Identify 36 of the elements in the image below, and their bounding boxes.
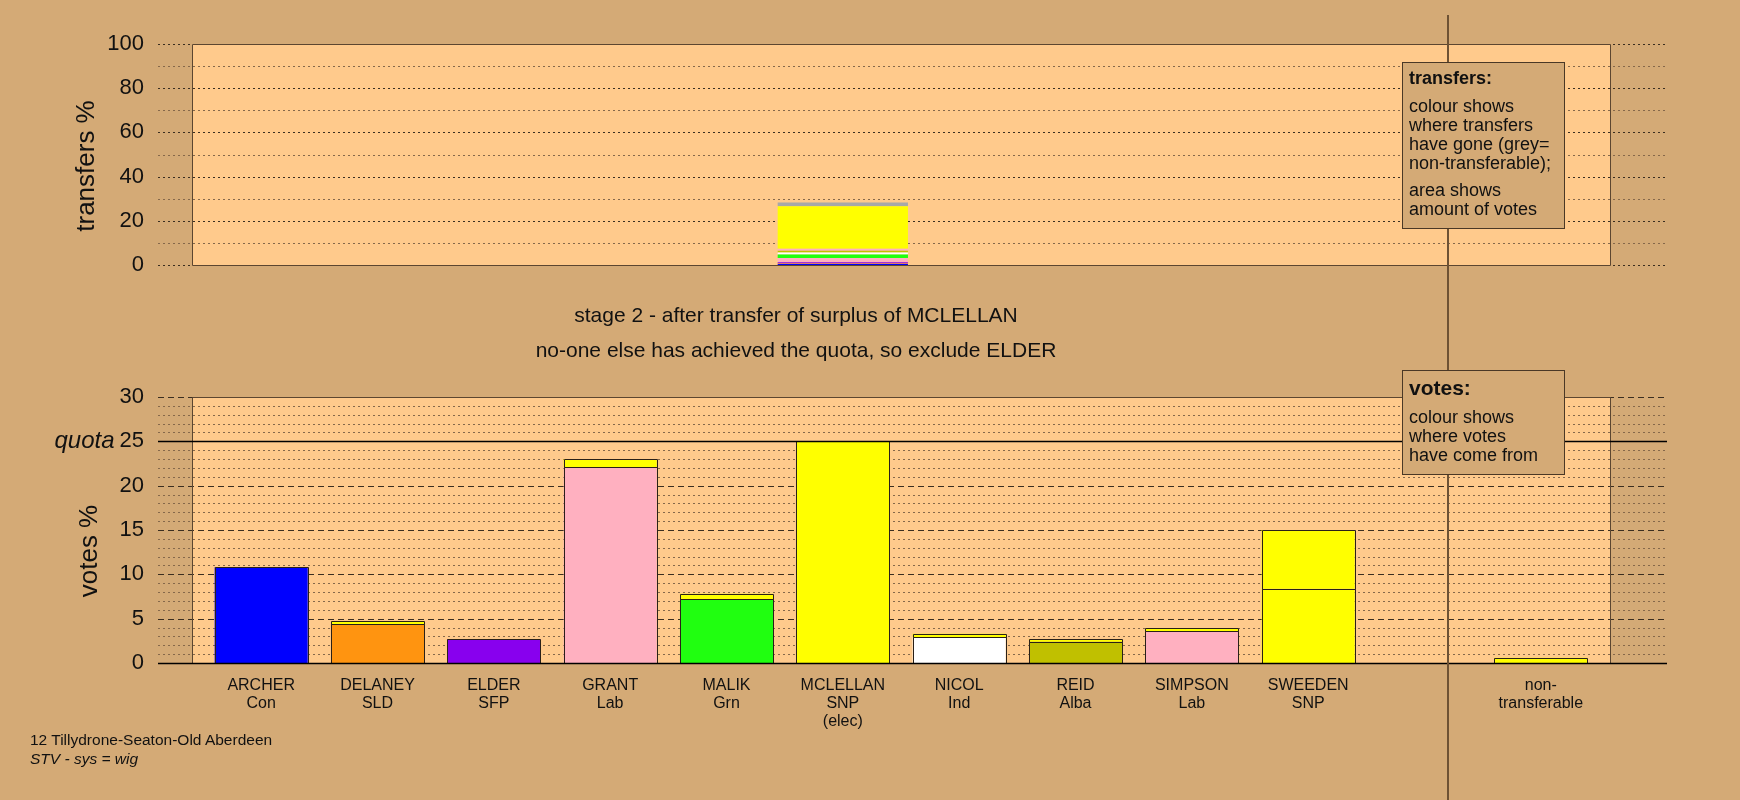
ref-line-label: quota (54, 426, 115, 454)
x-tick-label: REID Alba (1056, 676, 1095, 712)
x-tick-label: SWEEDEN SNP (1267, 676, 1349, 712)
x-tick-label: MCLELLAN SNP (elec) (800, 676, 886, 730)
x-tick-label: DELANEY SLD (340, 676, 416, 712)
annotation: transfers: (1409, 68, 1494, 89)
x-tick-label: ELDER SFP (467, 676, 521, 712)
text: 12 Tillydrone-Seaton-Old Aberdeen (30, 731, 273, 749)
x-tick-label: non- transferable (1498, 676, 1584, 712)
chart-title: stage 2 - after transfer of surplus of MCLELLAN (573, 303, 1019, 327)
annotation: votes: (1409, 376, 1472, 400)
y-tick-label: 20 (119, 471, 144, 497)
y-tick-label: 60 (119, 118, 144, 144)
y-tick-label: 5 (131, 604, 144, 630)
text: STV - sys = wig (30, 750, 139, 768)
x-tick-label: GRANT Lab (582, 676, 639, 712)
y-tick-label: 30 (119, 383, 144, 409)
y-tick-label: 25 (119, 427, 144, 453)
y-tick-label: 0 (131, 251, 144, 277)
x-tick-label: ARCHER Con (227, 676, 295, 712)
x-tick-label: SIMPSON Lab (1154, 676, 1229, 712)
y-tick-label: 80 (119, 74, 144, 100)
y-tick-label: 20 (119, 206, 144, 232)
y-axis-title: transfers % (69, 100, 101, 232)
y-tick-label: 0 (131, 649, 144, 675)
x-tick-label: NICOL Ind (934, 676, 984, 712)
chart-subtitle: no-one else has achieved the quota, so exclude ELDER (534, 338, 1058, 362)
y-tick-label: 40 (119, 162, 144, 188)
annotation: colour shows where transfers have gone (grey= non-transferable); (1409, 96, 1553, 173)
annotation: area shows amount of votes (1409, 180, 1539, 219)
y-axis-title: votes % (72, 504, 104, 598)
x-tick-label: MALIK Grn (702, 676, 751, 712)
y-tick-label: 10 (119, 560, 144, 586)
y-tick-label: 100 (107, 30, 144, 56)
annotation: colour shows where votes have come from (1409, 407, 1540, 465)
y-tick-label: 15 (119, 516, 144, 542)
